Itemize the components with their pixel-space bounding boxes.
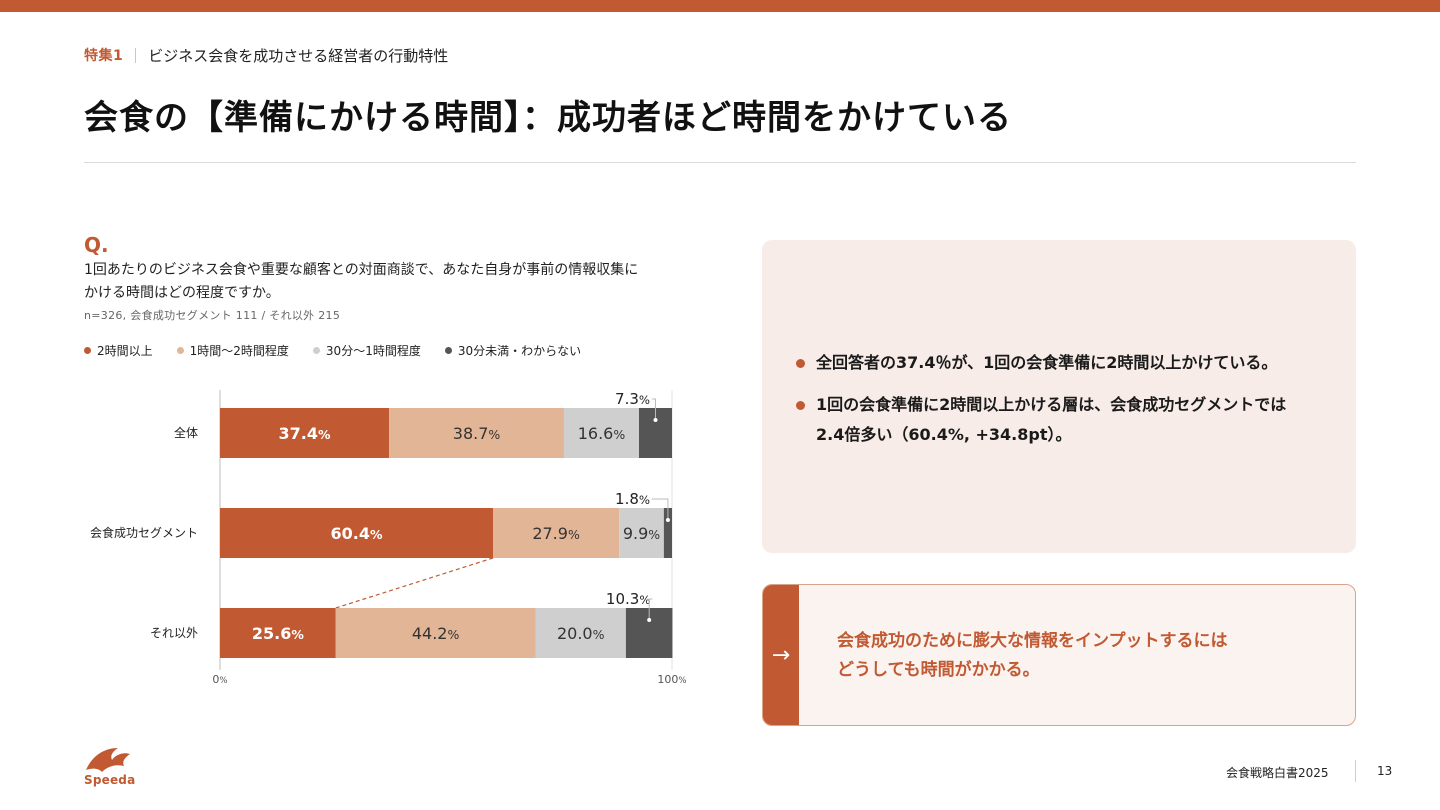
section-tag: 特集1 ビジネス会食を成功させる経営者の行動特性 (84, 44, 448, 66)
title-divider (84, 162, 1356, 163)
bullet-icon (796, 359, 805, 368)
question-line-1: 1回あたりのビジネス会食や重要な顧客との対面商談で、あなた自身が事前の情報収集に (84, 262, 639, 278)
section-divider (135, 47, 137, 63)
data-label: 44.2% (412, 624, 460, 643)
insight-item: 1回の会食準備に2時間以上かける層は、会食成功セグメントでは 2.4倍多い（60… (796, 390, 1336, 450)
sample-size: n=326, 会食成功セグメント 111 / それ以外 215 (84, 309, 341, 322)
bar-segment (220, 408, 390, 458)
data-label: 25.6% (252, 624, 304, 643)
bar-segment (619, 508, 664, 558)
section-number: 特集1 (84, 48, 124, 64)
data-label: 10.3% (606, 590, 651, 608)
bar-segment (389, 408, 564, 458)
callout-text: 会食成功のために膨大な情報をインプットするには どうしても時間がかかる。 (837, 627, 1337, 685)
bar-segment (220, 508, 494, 558)
question-mark: Q. (84, 233, 109, 257)
bar-segment (220, 608, 336, 658)
data-label: 60.4% (331, 524, 383, 543)
data-label-leader (648, 598, 653, 618)
bar-segment (535, 608, 626, 658)
legend-dot-icon (312, 347, 320, 354)
data-label: 1.8% (615, 490, 650, 508)
insight-line: 1回の会食準備に2時間以上かける層は、会食成功セグメントでは (816, 395, 1287, 414)
callout-line-1: 会食成功のために膨大な情報をインプットするには (837, 631, 1228, 651)
stacked-bar-chart: 全体 37.4% 38.7% 16.6% 7.3% 会食成功セグメント 60.4% 27.9%… (90, 390, 687, 686)
legend-label: 1時間～2時間程度 (189, 344, 289, 358)
logo-text: Speeda (84, 773, 136, 787)
data-label-leader (652, 398, 657, 418)
arrow-right-icon: → (771, 642, 791, 668)
bar-segment (493, 508, 620, 558)
bar-segment (335, 608, 536, 658)
insight-line: 全回答者の37.4％が、1回の会食準備に2時間以上かけている。 (816, 353, 1278, 372)
legend-dot-icon (444, 347, 452, 354)
category-label: それ以外 (150, 626, 198, 640)
legend-label: 30分未満・わからない (457, 344, 582, 358)
data-label-dot (653, 418, 658, 422)
legend-label: 2時間以上 (97, 344, 153, 358)
page-number: 13 (1377, 764, 1393, 778)
question-line-2: かける時間はどの程度ですか。 (84, 285, 280, 301)
insight-list: 全回答者の37.4％が、1回の会食準備に2時間以上かけている。 1回の会食準備に… (796, 348, 1336, 462)
data-label: 37.4% (279, 424, 331, 443)
legend-item-30m-1h: 30分～1時間程度 (312, 342, 421, 359)
speeda-logo-icon (86, 748, 130, 772)
legend-item-lt30m: 30分未満・わからない (444, 342, 582, 359)
x-tick-label: 100% (657, 673, 686, 686)
page-title: 会食の【準備にかける時間】：成功者ほど時間をかけている (84, 98, 1012, 138)
data-label: 16.6% (578, 424, 626, 443)
footer-divider (1355, 760, 1356, 782)
legend-dot-icon (176, 347, 184, 354)
section-title: ビジネス会食を成功させる経営者の行動特性 (148, 46, 449, 65)
data-label: 7.3% (615, 390, 650, 408)
legend-label: 30分～1時間程度 (325, 344, 421, 358)
callout-sidebar: → (763, 585, 799, 725)
insight-panel: 全回答者の37.4％が、1回の会食準備に2時間以上かけている。 1回の会食準備に… (762, 240, 1356, 553)
bullet-icon (796, 401, 805, 410)
data-label-dot (665, 518, 670, 522)
legend-item-1-2h: 1時間～2時間程度 (176, 342, 289, 359)
legend-dot-icon (84, 347, 91, 354)
bar-segment (563, 408, 640, 458)
callout-line-2: どうしても時間がかかる。 (837, 660, 1040, 680)
category-label: 会食成功セグメント (90, 525, 198, 540)
comparison-connector-line (335, 557, 494, 609)
insight-line: 2.4倍多い（60.4%, +34.8pt）。 (816, 425, 1072, 444)
data-label-leader (652, 498, 669, 518)
legend-item-2h-plus: 2時間以上 (84, 342, 153, 359)
conclusion-callout: → 会食成功のために膨大な情報をインプットするには どうしても時間がかかる。 (762, 584, 1356, 726)
data-label: 20.0% (557, 624, 605, 643)
data-label: 38.7% (453, 424, 501, 443)
category-label: 全体 (174, 425, 198, 440)
data-label-dot (647, 618, 652, 622)
insight-item: 全回答者の37.4％が、1回の会食準備に2時間以上かけている。 (796, 348, 1336, 378)
footer-document-title: 会食戦略白書2025 (1226, 766, 1329, 780)
question-text: 1回あたりのビジネス会食や重要な顧客との対面商談で、あなた自身が事前の情報収集に… (84, 259, 684, 305)
chart-legend: 2時間以上 1時間～2時間程度 30分～1時間程度 30分未満・わからない (84, 342, 605, 359)
x-tick-label: 0% (212, 673, 227, 686)
bar-segment (663, 508, 672, 558)
data-label: 27.9% (532, 524, 580, 543)
data-label: 9.9% (623, 524, 660, 543)
top-accent-bar (0, 0, 1440, 12)
